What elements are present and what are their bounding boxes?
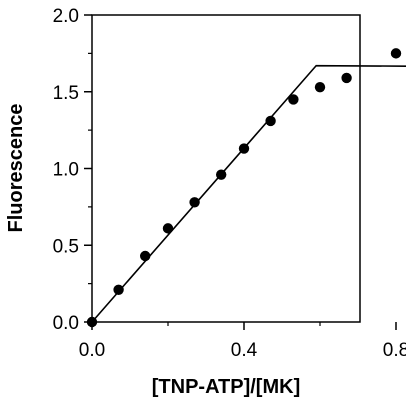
data-point — [314, 81, 326, 93]
data-point — [216, 169, 227, 180]
data-point — [189, 197, 200, 208]
x-axis-ticks: 0.00.40.81.2 — [79, 322, 406, 361]
data-point — [113, 284, 124, 295]
data-point — [140, 250, 151, 262]
x-axis-label: [TNP-ATP]/[MK] — [152, 376, 300, 398]
x-tick-label: 0.0 — [79, 340, 105, 361]
y-tick-label: 1.0 — [53, 160, 79, 181]
data-point — [341, 72, 352, 84]
y-axis-ticks: 0.0 0.5 1.0 1.5 2.0 — [53, 6, 92, 334]
data-point — [238, 143, 250, 154]
data-point — [162, 223, 174, 234]
data-point — [288, 94, 299, 105]
data-point — [265, 115, 276, 127]
fit-line — [91, 64, 406, 323]
y-tick-label: 0.5 — [53, 236, 79, 257]
data-point — [390, 48, 402, 59]
data-point — [86, 316, 98, 328]
x-tick-label: 0.8 — [383, 340, 406, 361]
x-tick-label: 0.4 — [231, 340, 258, 361]
y-tick-label: 2.0 — [53, 6, 79, 27]
data-points — [86, 48, 402, 328]
y-tick-label: 0.0 — [53, 313, 79, 334]
y-tick-label: 1.5 — [53, 83, 79, 104]
y-axis-label: Fluorescence — [5, 104, 27, 233]
